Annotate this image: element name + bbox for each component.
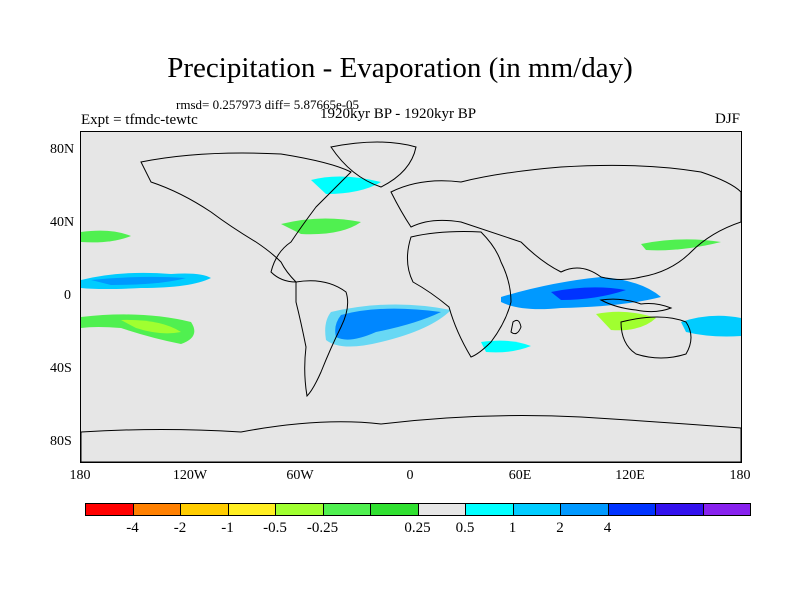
south-america-coast xyxy=(295,280,349,398)
colorbar-cell xyxy=(322,503,371,516)
colorbar-cell xyxy=(465,503,514,516)
colorbar-cell xyxy=(275,503,324,516)
greenland-coast xyxy=(330,141,417,188)
colorbar-label: -0.5 xyxy=(263,520,287,536)
colorbar-label: 0.25 xyxy=(404,520,431,536)
anomaly-west-pacific xyxy=(681,315,741,337)
coastlines xyxy=(81,141,741,462)
y-tick-label: 0 xyxy=(64,288,71,303)
anomaly-fields xyxy=(81,176,741,353)
colorbar-cell xyxy=(417,503,466,516)
colorbar-cell xyxy=(655,503,704,516)
colorbar-cell xyxy=(85,503,134,516)
colorbar-cell xyxy=(702,503,751,516)
y-tick-label: 80S xyxy=(50,434,72,449)
anomaly-pacific-core xyxy=(91,276,186,285)
y-tick-label: 80N xyxy=(50,142,75,157)
eurasia-coast xyxy=(390,164,741,280)
period-label: 1920kyr BP - 1920kyr BP xyxy=(320,106,477,122)
colorbar-label: 0.5 xyxy=(455,520,475,536)
x-tick-label: 180 xyxy=(729,468,751,483)
anomaly-gulf-stream xyxy=(311,176,381,194)
colorbar-cell xyxy=(180,503,229,516)
madagascar-coast xyxy=(510,319,522,335)
colorbar-cell xyxy=(132,503,181,516)
season-label: DJF xyxy=(714,111,740,127)
anomaly-east-pacific xyxy=(641,239,721,251)
stats-text: rmsd= 0.257973 diff= 5.87665e-05 xyxy=(176,97,360,112)
y-tick-label: 40S xyxy=(50,361,72,376)
x-tick-label: 180 xyxy=(69,468,91,483)
africa-coast xyxy=(407,231,512,358)
anomaly-north-pacific xyxy=(81,230,131,243)
colorbar-cell xyxy=(370,503,419,516)
colorbar-label: -0.25 xyxy=(306,520,339,536)
x-tick-label: 0 xyxy=(406,468,414,483)
colorbar-label: -1 xyxy=(221,520,234,536)
colorbar-label: 4 xyxy=(603,520,612,536)
colorbar-cell xyxy=(512,503,561,516)
x-tick-label: 60W xyxy=(286,468,314,483)
maritime-continent-coast xyxy=(599,298,673,313)
anomaly-atlantic-halo xyxy=(325,304,451,347)
colorbar-label: 2 xyxy=(556,520,564,536)
anomaly-south-pacific xyxy=(81,314,195,344)
plot-title: Precipitation - Evaporation (in mm/day) xyxy=(167,52,633,84)
colorbar-cell xyxy=(227,503,276,516)
anomaly-indian-core xyxy=(551,287,626,300)
anomaly-south-indian xyxy=(481,340,531,353)
colorbar-label: -4 xyxy=(126,520,139,536)
colorbar xyxy=(85,503,751,516)
north-america-coast xyxy=(140,152,352,283)
colorbar-label: 1 xyxy=(508,520,517,536)
map-panel xyxy=(80,131,742,463)
x-tick-label: 120E xyxy=(615,468,645,483)
world-map xyxy=(81,132,741,462)
colorbar-cell xyxy=(560,503,609,516)
australia-coast xyxy=(620,316,692,359)
experiment-label: Expt = tfmdc-tewtc xyxy=(81,112,198,128)
y-tick-label: 40N xyxy=(50,215,75,230)
colorbar-label: -2 xyxy=(173,520,187,536)
anomaly-south-pacific-core xyxy=(121,319,181,334)
x-tick-label: 120W xyxy=(172,468,208,483)
anomaly-north-atlantic xyxy=(281,218,361,235)
antarctica-coast xyxy=(81,415,741,462)
x-tick-label: 60E xyxy=(508,468,532,483)
colorbar-cell xyxy=(607,503,656,516)
